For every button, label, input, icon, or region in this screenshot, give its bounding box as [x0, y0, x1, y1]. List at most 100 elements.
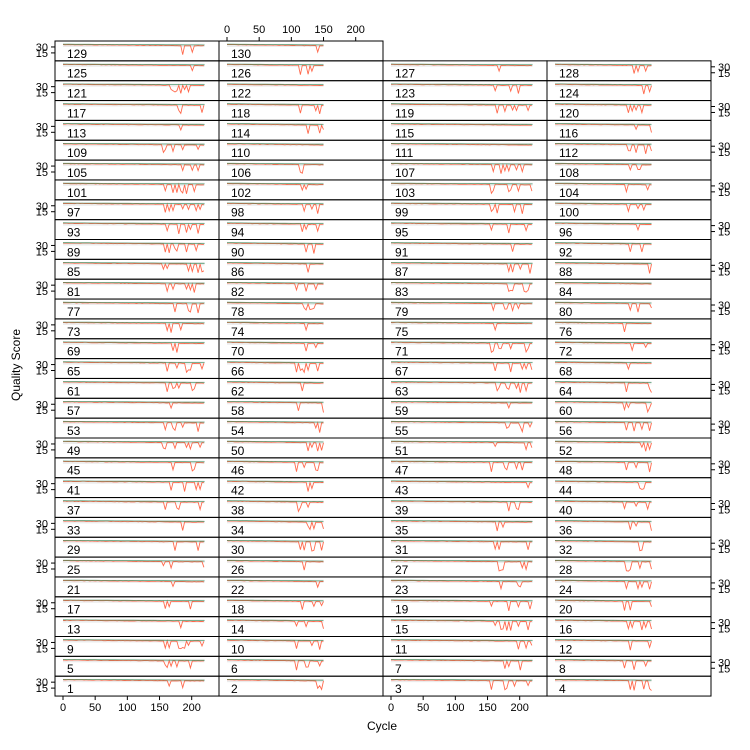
- panel-label: 16: [559, 623, 573, 637]
- quality-line: [62, 83, 204, 94]
- quality-line: [226, 83, 324, 87]
- panel-label: 89: [67, 245, 81, 259]
- panel-47: 47: [382, 457, 548, 479]
- panel-28: 28: [546, 556, 712, 578]
- quality-line: [555, 83, 652, 95]
- quality-line: [226, 282, 324, 292]
- median-line: [554, 579, 652, 582]
- quality-line: [390, 321, 532, 332]
- panel-label: 13: [67, 623, 81, 637]
- median-line: [555, 639, 652, 641]
- quality-line: [62, 123, 204, 132]
- panel-label: 25: [67, 563, 81, 577]
- panel-label: 8: [559, 662, 566, 676]
- y-tick-label: 15: [36, 405, 48, 417]
- x-tick-label: 100: [282, 24, 300, 36]
- panel-label: 91: [395, 245, 409, 259]
- panel-117: 117: [54, 100, 220, 121]
- panel-label: 110: [231, 146, 250, 160]
- y-tick-label: 15: [36, 524, 48, 536]
- quality-line: [62, 163, 204, 173]
- y-tick-label: 30: [718, 300, 730, 312]
- quality-line: [226, 302, 324, 311]
- panel-label: 113: [67, 126, 86, 140]
- quality-line: [554, 341, 652, 352]
- panel-77: 77: [54, 298, 220, 320]
- panel-label: 100: [559, 206, 579, 220]
- median-line: [390, 420, 533, 423]
- median-line: [226, 659, 324, 661]
- panel-label: 124: [559, 87, 579, 101]
- median-line: [63, 321, 205, 324]
- panel-label: 46: [231, 464, 245, 478]
- median-line: [226, 262, 324, 264]
- panel-53: 53: [54, 417, 220, 439]
- quality-line: [226, 163, 324, 174]
- median-line: [391, 401, 533, 403]
- panel-label: 87: [395, 265, 409, 279]
- panel-51: 51: [382, 437, 548, 459]
- panel-label: 116: [559, 126, 578, 140]
- panel-75: 75: [382, 318, 548, 340]
- panel-label: 58: [231, 404, 245, 418]
- y-tick-label: 30: [36, 201, 48, 213]
- quality-line: [390, 381, 532, 393]
- quality-line: [391, 242, 532, 252]
- quality-line: [226, 143, 324, 146]
- median-line: [227, 639, 324, 641]
- y-tick-label: 30: [718, 221, 730, 233]
- panel-130: 130: [218, 40, 384, 62]
- panel-label: 52: [559, 444, 573, 458]
- panel-label: 4: [559, 682, 566, 696]
- panel-109: 109: [54, 139, 220, 161]
- panel-103: 103: [382, 179, 548, 201]
- y-tick-label: 15: [718, 465, 730, 477]
- quality-line: [390, 460, 532, 472]
- panel-82: 82: [218, 278, 384, 300]
- x-tick-label: 50: [417, 702, 429, 714]
- median-line: [226, 63, 324, 66]
- panel-7: 7: [382, 655, 548, 677]
- panel-label: 74: [231, 325, 245, 339]
- median-line: [554, 222, 652, 224]
- panel-87: 87: [382, 258, 548, 280]
- panel-58: 58: [218, 397, 384, 419]
- panel-50: 50: [218, 437, 384, 459]
- panel-label: 15: [395, 623, 409, 637]
- panel-97: 97: [54, 199, 220, 221]
- panel-label: 51: [395, 444, 409, 458]
- median-line: [62, 659, 205, 661]
- median-line: [227, 202, 324, 205]
- panel-label: 92: [559, 245, 573, 259]
- panel-label: 44: [559, 484, 573, 498]
- median-line: [391, 679, 533, 681]
- y-tick-label: 30: [718, 62, 730, 74]
- y-tick-label: 15: [36, 48, 48, 60]
- y-tick-label: 30: [36, 439, 48, 451]
- panel-57: 57: [54, 397, 220, 419]
- median-line: [227, 599, 324, 602]
- panel-label: 118: [231, 106, 250, 120]
- panel-12: 12: [546, 636, 712, 657]
- panel-frame: [218, 40, 384, 62]
- panel-label: 37: [67, 503, 81, 517]
- panel-79: 79: [382, 298, 548, 320]
- panel-29: 29: [54, 536, 220, 558]
- median-line: [554, 143, 652, 145]
- y-tick-label: 15: [718, 107, 730, 119]
- quality-line: [62, 143, 204, 154]
- median-line: [391, 162, 533, 165]
- quality-line: [62, 540, 204, 551]
- quality-line: [226, 103, 324, 115]
- quality-line: [63, 659, 204, 670]
- panel-label: 102: [231, 186, 251, 200]
- y-tick-label: 30: [36, 518, 48, 530]
- y-tick-label: 30: [718, 102, 730, 114]
- panel-label: 50: [231, 444, 245, 458]
- panel-72: 72: [546, 338, 712, 360]
- quality-line: [62, 401, 204, 410]
- panel-14: 14: [218, 616, 384, 638]
- panel-label: 6: [231, 662, 238, 676]
- panel-label: 108: [559, 166, 579, 180]
- panel-104: 104: [546, 179, 712, 201]
